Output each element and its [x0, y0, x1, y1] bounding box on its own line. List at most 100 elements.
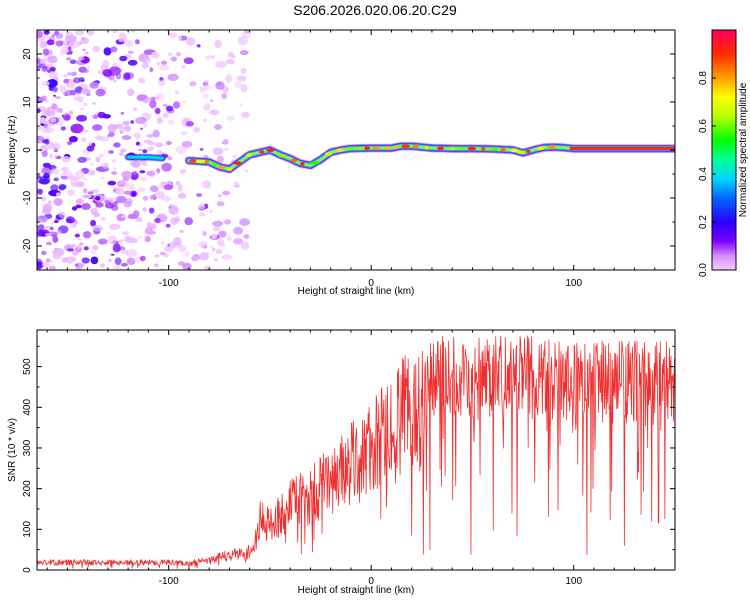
- noise-blob: [102, 59, 110, 68]
- noise-blob: [71, 206, 78, 211]
- noise-blob: [135, 216, 143, 223]
- noise-blob: [81, 257, 90, 264]
- noise-blob: [179, 168, 187, 174]
- x-tick-label: 100: [565, 278, 582, 289]
- noise-blob: [221, 93, 228, 100]
- noise-blob: [202, 93, 209, 99]
- ridge-peak: [204, 160, 210, 164]
- noise-blob: [41, 95, 47, 102]
- noise-blob: [167, 52, 172, 56]
- noise-blob: [113, 240, 117, 243]
- noise-blob: [60, 167, 69, 172]
- noise-blob: [92, 45, 101, 53]
- noise-blob: [46, 135, 50, 140]
- noise-blob: [211, 247, 216, 252]
- noise-blob: [149, 99, 157, 109]
- noise-blob: [145, 235, 151, 243]
- noise-blob: [137, 148, 143, 152]
- ridge-peak: [325, 152, 332, 156]
- ridge-peak: [537, 146, 545, 150]
- noise-blob: [58, 211, 66, 219]
- noise-blob: [198, 212, 206, 217]
- snr-series-line: [37, 335, 675, 569]
- noise-blob: [37, 68, 41, 71]
- noise-blob: [237, 35, 248, 46]
- noise-blob: [154, 190, 165, 199]
- noise-blob: [154, 142, 163, 148]
- ridge-peak: [266, 148, 275, 152]
- noise-blob: [155, 62, 161, 66]
- noise-blob: [224, 147, 229, 151]
- noise-blob: [215, 248, 223, 254]
- noise-blob: [62, 176, 68, 180]
- noise-blob: [107, 124, 117, 133]
- noise-blob: [147, 141, 156, 146]
- noise-blob: [81, 203, 91, 210]
- noise-blob: [121, 215, 127, 218]
- noise-blob: [172, 101, 181, 109]
- noise-blob: [52, 236, 59, 243]
- noise-blob: [91, 225, 104, 232]
- noise-blob: [159, 251, 166, 256]
- noise-blob: [123, 235, 134, 243]
- noise-blob: [100, 263, 105, 268]
- noise-blob: [37, 215, 48, 223]
- noise-blob: [95, 196, 101, 201]
- noise-blob: [146, 134, 154, 138]
- noise-blob: [173, 218, 181, 222]
- noise-blob: [226, 58, 235, 65]
- noise-blob: [90, 250, 97, 255]
- ridge-peak: [356, 146, 366, 151]
- ridge-peak: [336, 148, 344, 152]
- snr-panel: -100 0 100 0 100 200 300 400 500 Height of strai…: [7, 329, 676, 596]
- noise-blob: [95, 88, 106, 97]
- noise-blob: [127, 88, 135, 97]
- snr-y-axis-label: SNR (10 * v/v): [7, 418, 18, 482]
- noise-blob: [77, 156, 87, 163]
- noise-blob: [77, 56, 83, 61]
- noise-blob: [76, 244, 82, 249]
- noise-blob: [82, 48, 86, 52]
- ridge-peak: [412, 144, 419, 149]
- noise-blob: [61, 46, 70, 53]
- noise-blob: [51, 234, 58, 238]
- noise-blob: [196, 44, 201, 48]
- noise-blob: [83, 129, 89, 133]
- noise-blob: [109, 223, 121, 230]
- noise-blob: [178, 192, 187, 199]
- noise-blob: [120, 262, 128, 267]
- noise-blob: [121, 135, 132, 141]
- noise-blob: [41, 250, 47, 256]
- ridge-peak: [233, 161, 242, 165]
- noise-blob: [215, 81, 225, 90]
- noise-blob: [154, 107, 161, 115]
- noise-blob: [42, 34, 50, 40]
- noise-blob: [48, 200, 52, 204]
- noise-blob: [82, 188, 88, 194]
- noise-blob: [180, 35, 188, 41]
- noise-blob: [77, 238, 82, 241]
- noise-blob: [123, 72, 131, 80]
- x-tick-label: -100: [159, 576, 179, 587]
- noise-blob: [45, 258, 51, 263]
- noise-blob: [167, 119, 175, 125]
- noise-blob: [233, 238, 244, 245]
- noise-blob: [50, 259, 53, 263]
- noise-blob: [41, 65, 48, 72]
- noise-blob: [156, 168, 161, 174]
- noise-blob: [100, 177, 105, 180]
- ridge-peak: [211, 162, 217, 167]
- noise-blob: [80, 88, 91, 95]
- noise-blob: [220, 242, 226, 248]
- noise-blob: [222, 139, 229, 145]
- snr-frame: [36, 329, 676, 571]
- noise-blob: [149, 185, 159, 192]
- noise-blob: [123, 190, 132, 195]
- noise-blob: [184, 251, 190, 257]
- noise-blob: [95, 202, 104, 208]
- noise-blob: [100, 163, 107, 167]
- noise-blob: [37, 30, 43, 38]
- noise-blob: [52, 94, 57, 97]
- noise-blob: [55, 33, 64, 39]
- noise-blob: [196, 193, 203, 197]
